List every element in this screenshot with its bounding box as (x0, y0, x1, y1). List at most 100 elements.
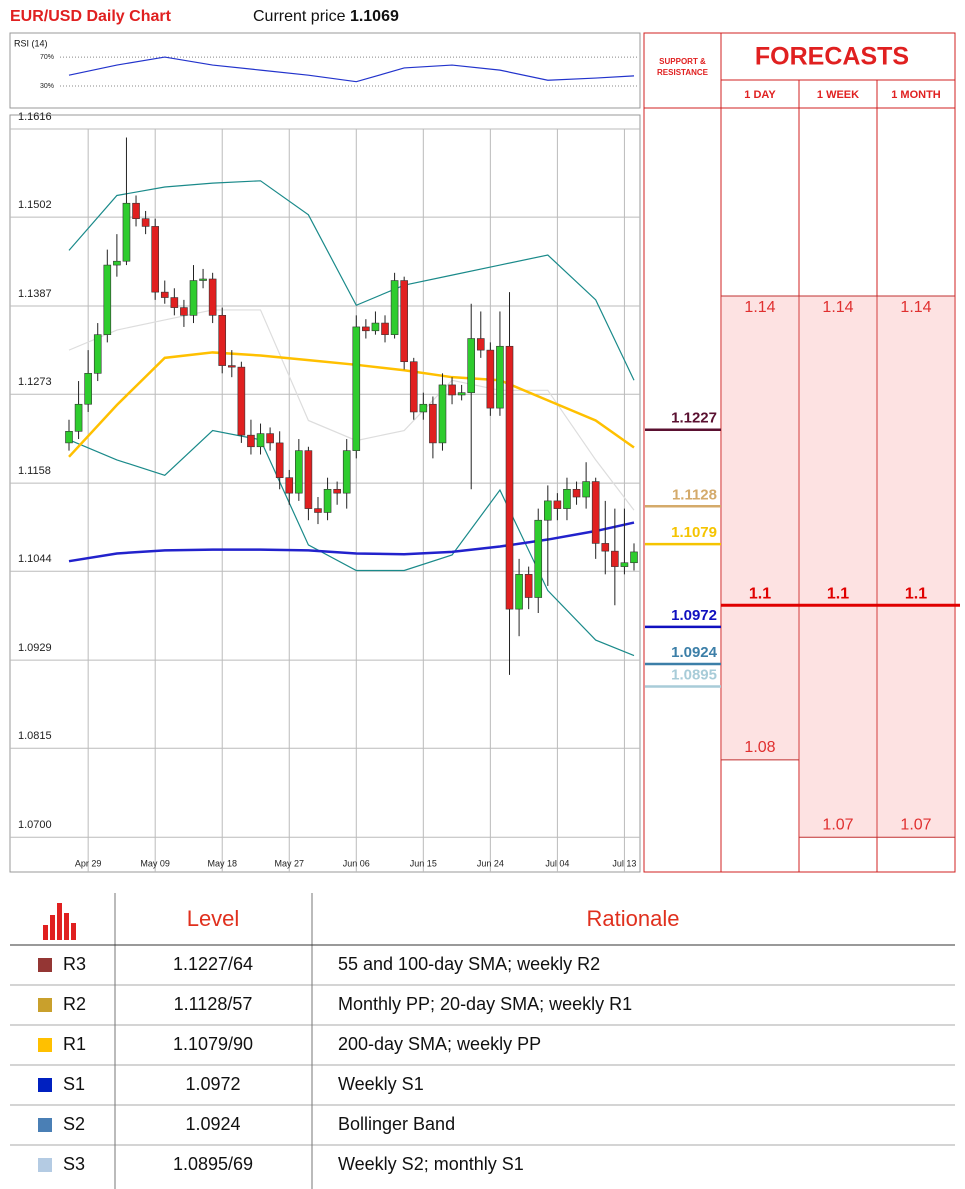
level-swatch (38, 1078, 52, 1092)
x-tick-label: May 18 (207, 858, 237, 868)
level-value: 1.0924 (185, 1114, 240, 1134)
candle-body (381, 322, 389, 335)
candle-body (496, 345, 504, 409)
candle-body (113, 260, 121, 266)
rsi-line (68, 56, 635, 83)
forecast-mid-label: 1.1 (749, 585, 771, 602)
table-icon (43, 903, 76, 940)
price-line: Current price 1.1069 (253, 8, 399, 25)
forecast-low-label: 1.07 (822, 816, 853, 833)
x-tick-label: Jun 06 (343, 858, 370, 868)
candle-body (151, 226, 159, 293)
table-header: Level (187, 906, 240, 931)
x-tick-label: Jun 15 (410, 858, 437, 868)
level-name: R1 (63, 1034, 86, 1054)
candle-body (160, 291, 169, 298)
level-swatch (38, 998, 52, 1012)
forecast-mid-label: 1.1 (827, 585, 849, 602)
candle-body (371, 322, 380, 332)
x-tick-label: Jul 04 (545, 858, 569, 868)
candle-body (620, 562, 629, 567)
layers: 1.1616 1.1502 1.1387 1.1273 1.1158 1.1044 1.09… (10, 43, 960, 1174)
candle-body (582, 481, 590, 498)
sr-label: 1.0924 (671, 644, 718, 661)
forecast-mid-label: 1.1 (905, 585, 927, 602)
x-tick-label: Apr 29 (75, 858, 102, 868)
level-value: 1.0972 (185, 1074, 240, 1094)
candle-body (419, 403, 428, 413)
level-rationale: Weekly S1 (338, 1074, 424, 1094)
level-name: R3 (63, 954, 86, 974)
level-name: R2 (63, 994, 86, 1014)
candle-body (208, 278, 217, 316)
candle-body (390, 280, 399, 335)
forecast-frame (643, 32, 956, 873)
sr-label: 1.0972 (671, 607, 717, 624)
level-swatch (38, 1038, 52, 1052)
price-label: Current price (253, 8, 346, 25)
overlay-line (68, 309, 635, 511)
candle-body (476, 338, 485, 351)
chart-title: EUR/USD Daily Chart (10, 8, 172, 25)
overlay-line (68, 521, 635, 563)
candle-body (141, 218, 150, 227)
candle-body (630, 551, 638, 564)
candle-body (199, 278, 207, 281)
overlay-line (68, 351, 635, 458)
candle-body (486, 349, 495, 409)
level-name: S1 (63, 1074, 85, 1094)
level-value: 1.1128/57 (174, 994, 253, 1014)
forecast-low-label: 1.08 (744, 739, 775, 756)
y-tick-label: 1.0700 (18, 819, 52, 831)
candle-body (122, 202, 131, 262)
candle-body (515, 574, 523, 610)
y-tick-label: 1.0929 (18, 642, 52, 654)
level-value: 1.1079/90 (173, 1034, 253, 1054)
level-rationale: Monthly PP; 20-day SMA; weekly R1 (338, 994, 632, 1014)
price-value: 1.1069 (350, 8, 399, 25)
candle-body (247, 434, 255, 448)
level-swatch (38, 958, 52, 972)
level-swatch (38, 1158, 52, 1172)
sr-header-box: SUPPORT & RESISTANCE (657, 57, 708, 77)
level-value: 1.0895/69 (173, 1154, 253, 1174)
forecast-col-label: 1 WEEK (817, 89, 859, 101)
candle-body (314, 508, 322, 513)
sr-label: 1.1227 (671, 410, 717, 427)
candle-body (227, 365, 236, 368)
level-rationale: 200-day SMA; weekly PP (338, 1034, 541, 1054)
candle-body (132, 202, 140, 219)
level-rationale: Weekly S2; monthly S1 (338, 1154, 524, 1174)
candle-body (295, 450, 303, 494)
candle-body (170, 297, 179, 308)
icon-bar (64, 913, 69, 940)
candle-body (457, 392, 466, 396)
rsi-label: RSI (14) (14, 38, 48, 48)
sr-header: SUPPORT & RESISTANCE (657, 57, 708, 77)
y-tick-label: 1.1502 (18, 199, 52, 211)
candle-body (362, 326, 370, 332)
candle-body (505, 345, 514, 610)
icon-bar (43, 925, 48, 940)
candle-body (103, 264, 112, 335)
candle-body (438, 384, 447, 444)
sr-label: 1.1079 (671, 524, 717, 541)
candle-body (409, 361, 418, 413)
forecast-col-label: 1 DAY (744, 89, 776, 101)
candle-body (237, 366, 246, 436)
level-swatch (38, 1118, 52, 1132)
y-tick-label: 1.1387 (18, 288, 52, 300)
candle-body (553, 500, 562, 509)
icon-bar (50, 915, 55, 940)
candle-body (591, 481, 600, 544)
candle-body (601, 543, 610, 552)
candle-body (342, 450, 351, 494)
rsi-tick-label: 70% (40, 54, 54, 61)
candle-body (524, 574, 533, 598)
forecast-col-label: 1 MONTH (891, 89, 941, 101)
forecast-high-label: 1.14 (900, 299, 931, 316)
x-tick-label: Jun 24 (477, 858, 504, 868)
y-tick-label: 1.0815 (18, 730, 52, 742)
candle-body (333, 488, 341, 494)
